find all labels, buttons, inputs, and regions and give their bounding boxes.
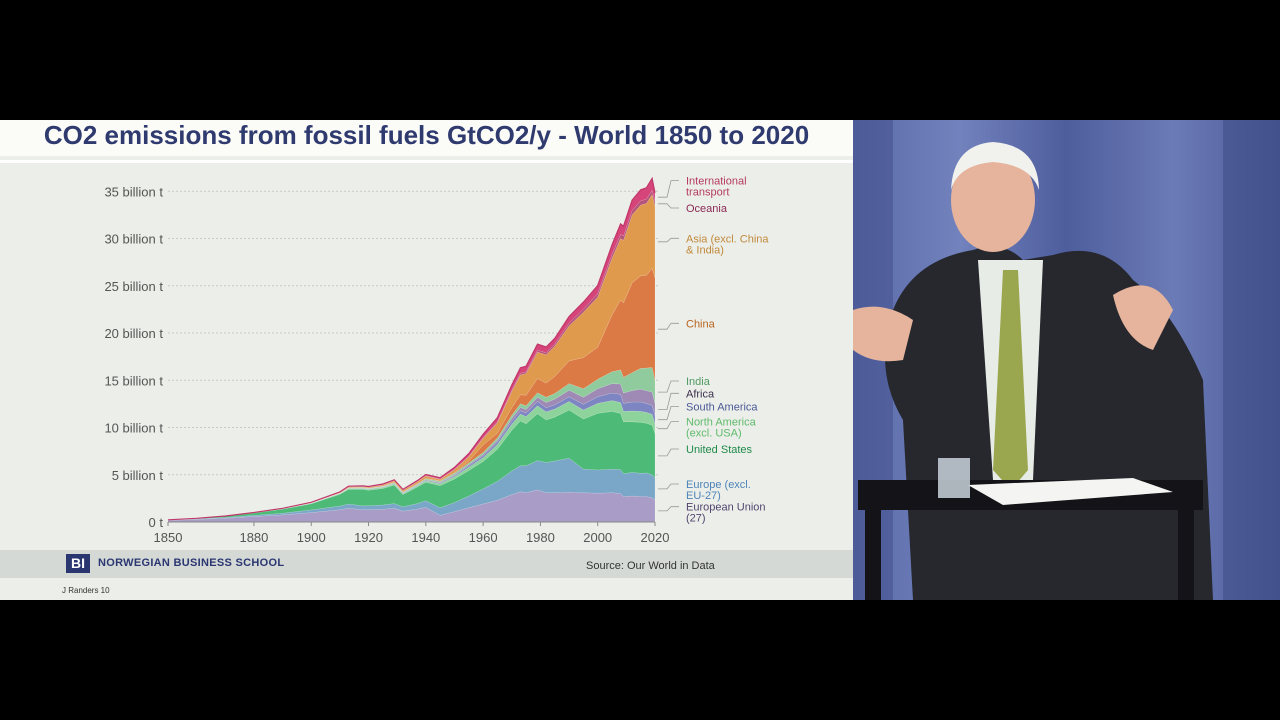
legend-label: Oceania bbox=[686, 203, 728, 215]
legend-connector bbox=[658, 483, 679, 490]
y-tick-label: 20 billion t bbox=[104, 326, 163, 341]
x-tick-label: 1850 bbox=[154, 530, 183, 545]
legend-label: (27) bbox=[686, 513, 706, 525]
speaker-video bbox=[853, 120, 1280, 600]
y-tick-label: 35 billion t bbox=[104, 184, 163, 199]
legend-label: (excl. USA) bbox=[686, 428, 742, 440]
area-series bbox=[167, 193, 656, 521]
stacked-area-chart: 0 t 5 billion t 10 billion t 15 billion t 20… bbox=[104, 176, 769, 545]
legend-label: Africa bbox=[686, 388, 715, 400]
legend-label: European Union bbox=[686, 502, 766, 514]
legend-connector bbox=[658, 380, 679, 393]
presentation-slide: CO2 emissions from fossil fuels GtCO2/y … bbox=[0, 120, 853, 600]
legend-connector bbox=[658, 392, 679, 410]
legend-label: EU-27) bbox=[686, 490, 721, 502]
y-tick-label: 0 t bbox=[149, 515, 164, 530]
legend-connector bbox=[658, 406, 679, 421]
area-series bbox=[167, 409, 656, 521]
legend-label: International bbox=[686, 176, 747, 188]
legend-label: & India) bbox=[686, 244, 724, 256]
legend-label: North America bbox=[686, 417, 757, 429]
x-tick-label: 1920 bbox=[354, 530, 383, 545]
y-tick-label: 15 billion t bbox=[104, 373, 163, 388]
legend-label: Europe (excl. bbox=[686, 479, 751, 491]
school-name: NORWEGIAN BUSINESS SCHOOL bbox=[98, 557, 285, 569]
legend-label: China bbox=[686, 318, 716, 330]
speaker-illustration bbox=[853, 120, 1280, 600]
legend-label: India bbox=[686, 376, 711, 388]
legend-label: United States bbox=[686, 444, 753, 456]
legend-label: Asia (excl. China bbox=[686, 233, 769, 245]
x-tick-label: 1900 bbox=[297, 530, 326, 545]
legend-connector bbox=[658, 421, 679, 430]
x-tick-label: 2000 bbox=[583, 530, 612, 545]
bi-logo: BI bbox=[66, 554, 90, 573]
slide-title: CO2 emissions from fossil fuels GtCO2/y … bbox=[0, 120, 853, 156]
y-tick-label: 5 billion t bbox=[112, 468, 164, 483]
total-outline bbox=[167, 176, 656, 521]
legend-label: transport bbox=[686, 187, 729, 199]
legend-connector bbox=[658, 506, 679, 512]
x-tick-label: 2020 bbox=[641, 530, 670, 545]
source-note: Source: Our World in Data bbox=[586, 560, 715, 572]
legend-label: South America bbox=[686, 402, 758, 414]
title-divider bbox=[0, 160, 853, 163]
legend-connector bbox=[658, 237, 679, 243]
legend-connector bbox=[658, 448, 679, 457]
y-tick-label: 10 billion t bbox=[104, 421, 163, 436]
page-label: J Randers 10 bbox=[62, 586, 110, 595]
slide-footer bbox=[0, 550, 853, 578]
area-series bbox=[167, 383, 656, 521]
x-tick-label: 1940 bbox=[411, 530, 440, 545]
legend-connector bbox=[658, 203, 679, 209]
x-tick-label: 1960 bbox=[469, 530, 498, 545]
x-tick-label: 1880 bbox=[239, 530, 268, 545]
legend-connector bbox=[658, 180, 679, 198]
x-tick-label: 1980 bbox=[526, 530, 555, 545]
y-tick-label: 30 billion t bbox=[104, 232, 163, 247]
legend-connector bbox=[658, 322, 679, 330]
y-tick-label: 25 billion t bbox=[104, 279, 163, 294]
